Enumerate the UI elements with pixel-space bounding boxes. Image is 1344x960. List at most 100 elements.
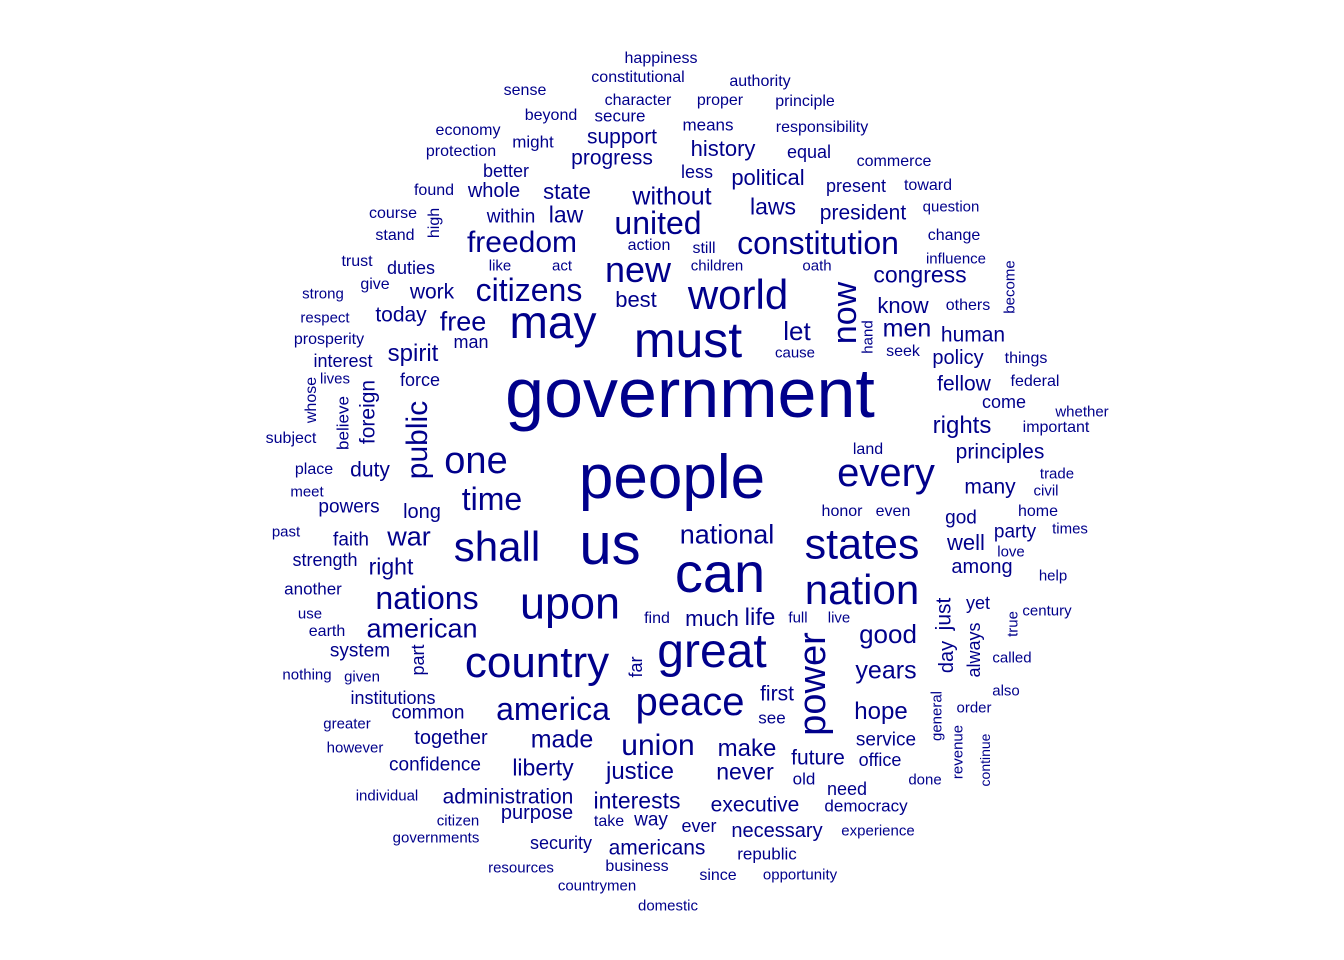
word-question: question — [922, 198, 980, 216]
word-experience: experience — [841, 822, 915, 840]
word-less: less — [680, 162, 714, 182]
word-ever: ever — [681, 816, 717, 836]
word-like: like — [488, 257, 512, 275]
word-action: action — [627, 237, 671, 254]
word-party: party — [993, 521, 1037, 543]
word-trust: trust — [341, 253, 373, 270]
word-influence: influence — [925, 250, 987, 268]
word-character: character — [604, 92, 672, 109]
word-american: american — [366, 613, 478, 644]
word-love: love — [997, 543, 1025, 561]
word-may: may — [509, 296, 597, 348]
word-take: take — [593, 813, 625, 830]
word-citizens: citizens — [475, 272, 583, 308]
word-general: general — [928, 690, 946, 742]
word-good: good — [859, 619, 917, 649]
word-support: support — [586, 125, 658, 149]
word-strength: strength — [292, 550, 358, 570]
word-well: well — [947, 530, 985, 555]
word-first: first — [760, 682, 794, 706]
word-progress: progress — [571, 146, 653, 170]
word-place: place — [294, 461, 334, 478]
word-part: part — [408, 644, 428, 676]
word-still: still — [692, 240, 716, 257]
word-also: also — [992, 682, 1020, 700]
word-make: make — [717, 735, 777, 762]
word-might: might — [512, 132, 554, 152]
word-since: since — [699, 867, 737, 884]
word-now: now — [826, 281, 864, 345]
word-full: full — [788, 609, 808, 627]
word-nothing: nothing — [282, 666, 332, 684]
word-trade: trade — [1039, 465, 1075, 483]
word-hand: hand — [859, 320, 877, 354]
word-old: old — [792, 769, 816, 789]
word-others: others — [945, 297, 991, 314]
word-high: high — [426, 207, 443, 239]
word-congress: congress — [873, 261, 967, 288]
word-duties: duties — [386, 258, 436, 278]
word-much: much — [685, 606, 739, 631]
word-business: business — [605, 858, 669, 875]
word-see: see — [758, 708, 786, 728]
word-freedom: freedom — [466, 226, 578, 259]
word-future: future — [791, 746, 845, 770]
word-federal: federal — [1010, 373, 1060, 390]
word-cause: cause — [774, 344, 816, 362]
word-among: among — [951, 556, 1013, 578]
word-political: political — [731, 165, 805, 190]
word-history: history — [690, 136, 756, 161]
word-greater: greater — [323, 715, 371, 733]
word-union: union — [621, 729, 695, 762]
word-sense: sense — [503, 82, 547, 99]
word-means: means — [682, 115, 734, 135]
word-power: power — [792, 632, 834, 736]
word-course: course — [368, 205, 418, 222]
word-never: never — [716, 758, 774, 785]
word-constitution: constitution — [737, 225, 899, 261]
word-necessary: necessary — [731, 820, 823, 842]
word-law: law — [548, 201, 584, 228]
word-faith: faith — [333, 529, 369, 551]
word-help: help — [1038, 567, 1068, 585]
word-security: security — [529, 833, 593, 853]
word-home: home — [1017, 503, 1059, 520]
word-every: every — [837, 451, 935, 495]
word-us: us — [579, 512, 641, 577]
word-constitutional: constitutional — [591, 69, 685, 86]
word-national: national — [679, 519, 775, 550]
word-hope: hope — [854, 698, 908, 725]
word-revenue: revenue — [949, 724, 967, 780]
word-times: times — [1052, 520, 1088, 538]
word-man: man — [453, 332, 489, 352]
word-believe: believe — [333, 396, 353, 450]
word-within: within — [486, 206, 536, 228]
word-find: find — [644, 610, 670, 627]
word-respect: respect — [300, 309, 350, 327]
word-past: past — [271, 523, 301, 541]
word-land: land — [852, 441, 884, 458]
word-shall: shall — [453, 523, 541, 570]
word-world: world — [687, 271, 789, 318]
word-whole: whole — [467, 180, 521, 202]
word-children: children — [690, 257, 744, 275]
word-administration: administration — [442, 785, 574, 809]
word-time: time — [461, 481, 523, 517]
word-live: live — [827, 609, 851, 627]
word-confidence: confidence — [389, 754, 481, 776]
word-just: just — [932, 597, 956, 631]
word-give: give — [360, 276, 390, 293]
word-duty: duty — [350, 458, 390, 482]
word-free: free — [439, 306, 487, 337]
word-people: people — [578, 443, 766, 512]
word-however: however — [326, 739, 384, 757]
word-lives: lives — [319, 370, 351, 388]
word-men: men — [882, 314, 932, 343]
word-interests: interests — [593, 787, 681, 814]
word-commerce: commerce — [856, 153, 932, 170]
word-right: right — [368, 553, 414, 580]
word-use: use — [297, 605, 323, 623]
word-great: great — [657, 625, 767, 678]
word-new: new — [604, 249, 672, 290]
word-spirit: spirit — [387, 340, 439, 367]
